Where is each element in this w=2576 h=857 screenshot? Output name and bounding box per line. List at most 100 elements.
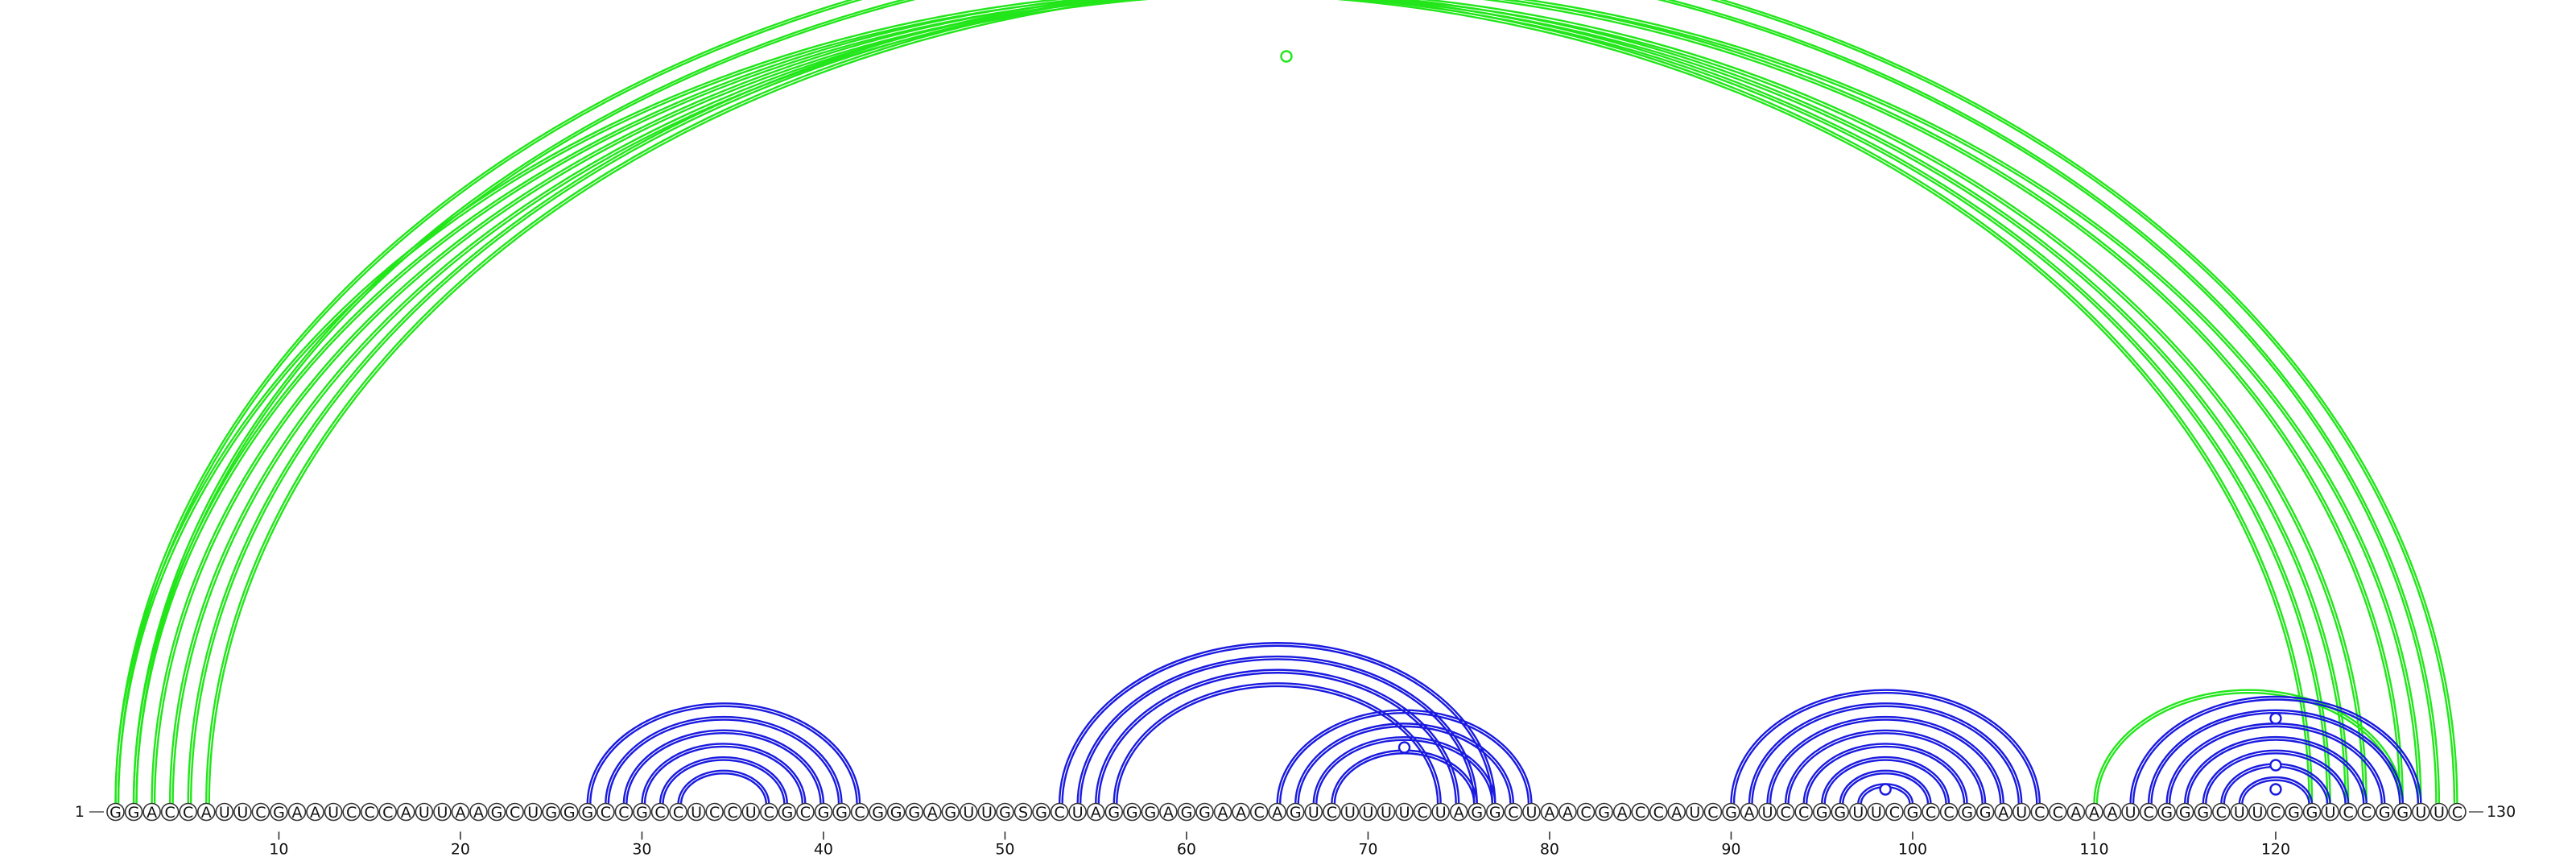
nucleotide-circle [1885, 802, 1904, 822]
nucleotide-circle [1141, 802, 1160, 822]
nucleotide: U [2230, 802, 2249, 822]
nucleotide-circle [378, 802, 398, 822]
nucleotide-letter: A [147, 804, 157, 822]
nucleotide: U [233, 802, 252, 822]
nucleotide-letter: A [310, 804, 320, 822]
nucleotide-letter: C [709, 804, 720, 822]
nucleotide-circle [2339, 802, 2358, 822]
arc-green-outer [152, 0, 2349, 805]
nucleotide-circle [142, 802, 161, 822]
nucleotide-circle [1831, 802, 1850, 822]
nucleotide-circle [1449, 802, 1468, 822]
nucleotide-letter: C [854, 804, 865, 822]
nucleotide-letter: C [365, 804, 375, 822]
nucleotide-letter: C [1054, 804, 1064, 822]
nucleotide-letter: C [1943, 804, 1954, 822]
nucleotide-letter: G [818, 804, 830, 822]
arc-blue-inner [2241, 779, 2310, 805]
nucleotide-letter: C [1780, 804, 1790, 822]
nucleotide: U [2248, 802, 2267, 822]
arc-blue-inner [1079, 658, 1476, 805]
nucleotide: G [832, 802, 851, 822]
nucleotide-circle [650, 802, 670, 822]
nucleotide-circle [687, 802, 706, 822]
nucleotide-letter: S [1018, 804, 1028, 822]
nucleotide-letter: A [1744, 804, 1755, 822]
arc-blue-outer [1113, 682, 1442, 805]
nucleotide: A [1159, 802, 1178, 822]
nucleotide: C [723, 802, 742, 822]
start-label: 1 [75, 803, 85, 821]
nucleotide: A [1558, 802, 1577, 822]
nucleotide-letter: G [999, 804, 1011, 822]
nucleotide: A [1232, 802, 1250, 822]
nucleotide-circle [1740, 802, 1759, 822]
nucleotide-circle [487, 802, 506, 822]
nucleotide: U [960, 802, 978, 822]
nucleotide: A [306, 802, 324, 822]
nucleotide: A [1213, 802, 1232, 822]
nucleotide-letter: G [1035, 804, 1047, 822]
arc-blue-inner [1842, 772, 1930, 805]
nucleotide: C [251, 802, 270, 822]
nucleotide-letter: U [2325, 804, 2336, 822]
nucleotide-circle [1086, 802, 1105, 822]
nucleotide-circle [1286, 802, 1305, 822]
nucleotide: U [687, 802, 706, 822]
pair-marker [1397, 741, 1411, 754]
nucleotide: G [2302, 802, 2322, 822]
nucleotide-letter: U [1762, 804, 1773, 822]
nucleotide-letter: U [1072, 804, 1084, 822]
nucleotide: U [1395, 802, 1414, 822]
nucleotide-circle [523, 802, 543, 822]
nucleotide-circle [433, 802, 452, 822]
nucleotide-letter: U [2415, 804, 2426, 822]
nucleotide: U [1431, 802, 1450, 822]
nucleotide-circle [1794, 802, 1813, 822]
nucleotide-circle [1867, 802, 1886, 822]
nucleotide: A [1740, 802, 1759, 822]
nucleotide: A [451, 802, 470, 822]
nucleotide-circle [1958, 802, 1976, 822]
nucleotide: G [1286, 802, 1305, 822]
nucleotide-circle [905, 802, 923, 822]
nucleotide-circle [1686, 802, 1704, 822]
nucleotide-circle [759, 802, 778, 822]
nucleotide-circle [1994, 802, 2013, 822]
nucleotide: A [469, 802, 488, 822]
nucleotide-letter: C [654, 804, 665, 822]
nucleotide-letter: G [1471, 804, 1483, 822]
nucleotide-letter: G [908, 804, 920, 822]
nucleotide: C [1922, 802, 1940, 822]
arc-blue-inner [589, 705, 858, 805]
arc-blue-inner [2132, 698, 2420, 805]
arc-blue-outer [1839, 769, 1932, 805]
nucleotide-letter: A [1454, 804, 1464, 822]
nucleotide-circle [287, 802, 307, 822]
nucleotide-circle [2357, 802, 2376, 822]
nucleotide-circle [1104, 802, 1124, 822]
nucleotide: G [869, 802, 887, 822]
nucleotide-letter: A [1671, 804, 1682, 822]
nucleotide-letter: C [728, 804, 738, 822]
nucleotide-circle [741, 802, 761, 822]
nucleotide: U [2321, 802, 2339, 822]
nucleotide-circle [723, 802, 742, 822]
arcs-layer [116, 0, 2458, 805]
pair-marker [1879, 783, 1892, 796]
arc-blue-inner [1097, 671, 1457, 805]
nucleotide: A [1612, 802, 1632, 822]
nucleotide: U [1686, 802, 1704, 822]
nucleotide-circle [1032, 802, 1051, 822]
nucleotide: A [2085, 802, 2103, 822]
nucleotide-circle [869, 802, 887, 822]
nucleotide-circle [2085, 802, 2103, 822]
nucleotide-circle [396, 802, 415, 822]
nucleotide-letter: C [2452, 804, 2462, 822]
tick-label: 110 [2079, 841, 2108, 857]
nucleotide-circle [451, 802, 470, 822]
nucleotide: A [1667, 802, 1686, 822]
nucleotide-letter: A [1163, 804, 1174, 822]
nucleotide-circle [669, 802, 687, 822]
arc-green-inner [155, 0, 2346, 804]
